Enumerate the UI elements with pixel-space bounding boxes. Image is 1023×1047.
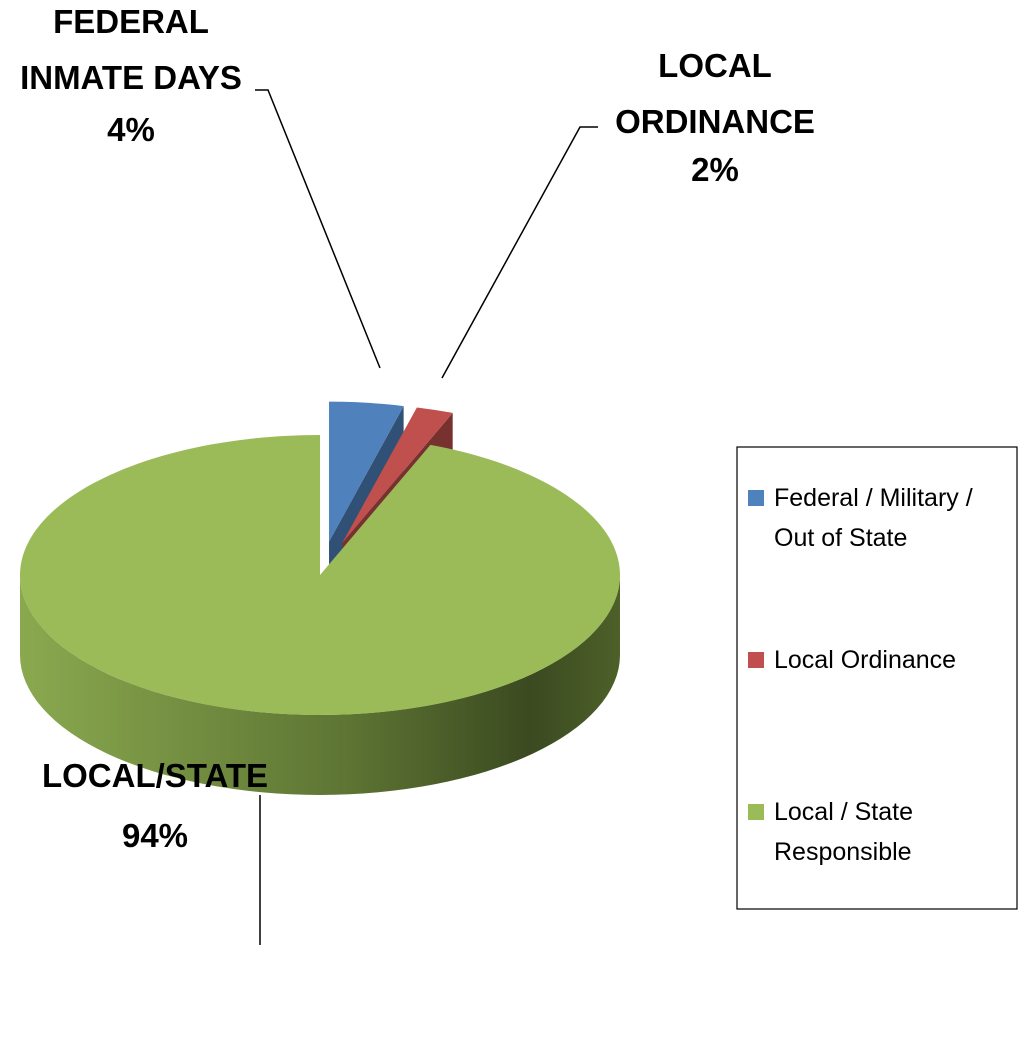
- data-value-label: 94%: [121, 817, 189, 854]
- data-label: FEDERAL INMATE DAYS: [20, 3, 242, 96]
- pie: [20, 401, 621, 795]
- data-label: LOCAL/STATE: [41, 757, 269, 794]
- slice: [342, 407, 453, 544]
- slice: [20, 435, 621, 715]
- slice: [329, 401, 404, 542]
- leader-line: [255, 89, 381, 369]
- data-value-label: 4%: [107, 111, 155, 148]
- legend: [748, 490, 764, 820]
- legend-swatch: [748, 490, 764, 506]
- leader-line: [441, 126, 598, 379]
- slice-wall: [20, 575, 620, 795]
- legend-label: Local / State Responsible: [774, 798, 913, 866]
- legend-label: Local Ordinance: [774, 646, 957, 674]
- legend-swatch: [748, 652, 764, 668]
- data-value-label: 2%: [691, 151, 739, 188]
- data-label: LOCAL ORDINANCE: [615, 47, 815, 140]
- legend-label: Federal / Military / Out of State: [774, 484, 973, 552]
- legend-swatch: [748, 804, 764, 820]
- legend-box: [736, 446, 1018, 910]
